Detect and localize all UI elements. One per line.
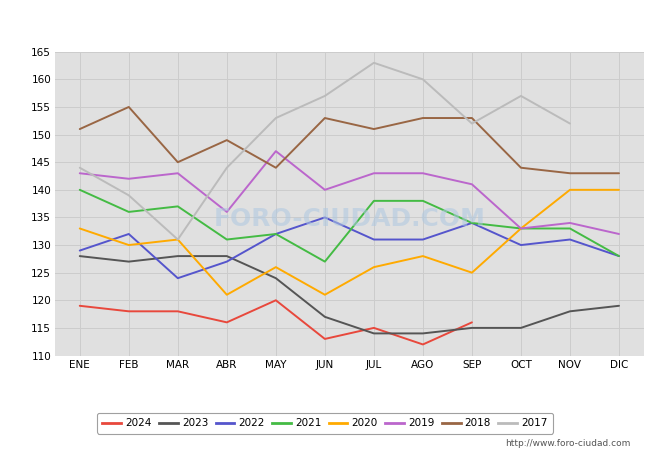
Text: Afiliados en Lújar a 30/9/2024: Afiliados en Lújar a 30/9/2024 [201, 14, 449, 33]
Text: http://www.foro-ciudad.com: http://www.foro-ciudad.com [505, 439, 630, 448]
Text: FORO-CIUDAD.COM: FORO-CIUDAD.COM [213, 207, 486, 231]
Legend: 2024, 2023, 2022, 2021, 2020, 2019, 2018, 2017: 2024, 2023, 2022, 2021, 2020, 2019, 2018… [97, 413, 553, 433]
